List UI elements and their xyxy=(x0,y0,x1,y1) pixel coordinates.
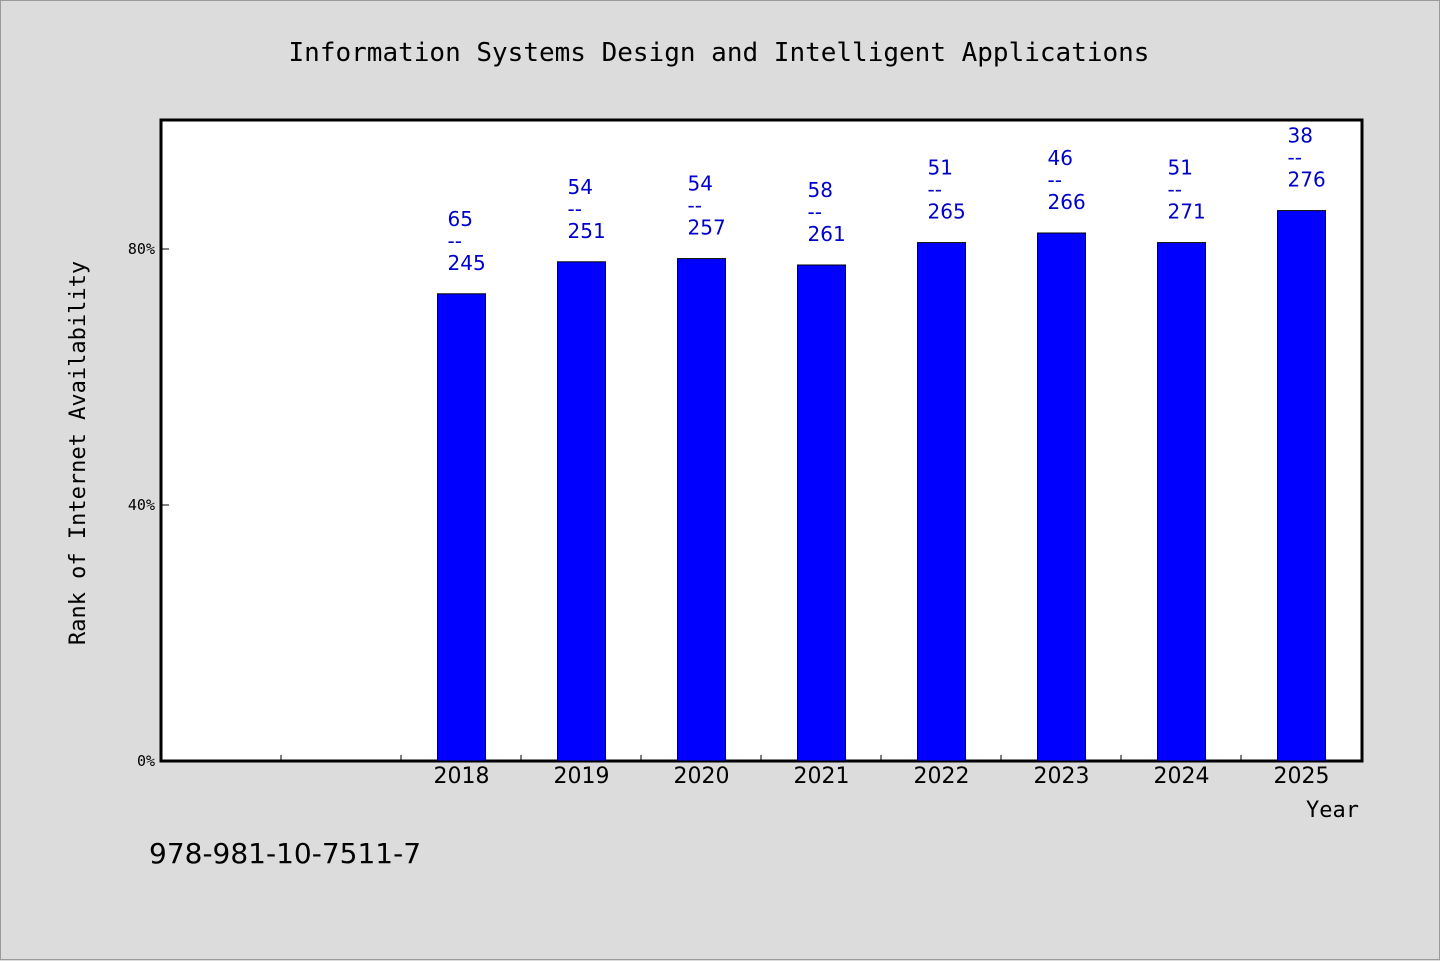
data-label-bottom: 251 xyxy=(568,219,606,243)
data-label-top: 51 xyxy=(928,156,953,180)
x-tick-label: 2020 xyxy=(674,764,730,789)
y-axis-label: Rank of Internet Availability xyxy=(66,261,91,645)
x-tick-label: 2019 xyxy=(554,764,610,789)
bar xyxy=(1037,232,1086,762)
x-tick-label: 2024 xyxy=(1154,764,1210,789)
bar xyxy=(1157,242,1206,762)
data-label-top: 54 xyxy=(568,175,593,199)
y-tick-label: 0% xyxy=(137,752,155,770)
data-label-top: 51 xyxy=(1168,156,1193,180)
data-label-separator: -- xyxy=(688,194,702,218)
data-label-bottom: 245 xyxy=(448,251,486,275)
bar xyxy=(557,261,606,762)
data-label-separator: -- xyxy=(568,197,582,221)
data-label-separator: -- xyxy=(1288,146,1302,170)
data-label-separator: -- xyxy=(808,200,822,224)
data-label-bottom: 266 xyxy=(1048,190,1086,214)
y-tick-label: 40% xyxy=(128,496,155,514)
data-label-bottom: 276 xyxy=(1288,168,1326,192)
bar xyxy=(797,264,846,762)
data-label-bottom: 271 xyxy=(1168,200,1206,224)
data-labels-layer: 65--24554--25154--25758--26151--26546--2… xyxy=(448,124,1326,275)
data-label-separator: -- xyxy=(448,229,462,253)
data-label-separator: -- xyxy=(1048,168,1062,192)
bar xyxy=(1277,210,1326,762)
x-tick-label: 2021 xyxy=(794,764,850,789)
x-tick-label: 2018 xyxy=(434,764,490,789)
x-tick-label: 2023 xyxy=(1034,764,1090,789)
bar xyxy=(677,258,726,762)
data-label-bottom: 257 xyxy=(688,216,726,240)
data-label-top: 65 xyxy=(448,207,473,231)
y-tick-label: 80% xyxy=(128,240,155,258)
bar xyxy=(917,242,966,762)
data-label-top: 58 xyxy=(808,178,833,202)
data-label-bottom: 261 xyxy=(808,222,846,246)
x-tick-label: 2022 xyxy=(914,764,970,789)
bar xyxy=(437,293,486,762)
data-label-bottom: 265 xyxy=(928,200,966,224)
x-axis-label: Year xyxy=(1306,798,1359,823)
x-tick-label: 2025 xyxy=(1274,764,1330,789)
ticks-layer: 0% 40% 80% 2018 2019 2020 2021 2022 2023 2024 2025 xyxy=(128,240,1330,789)
data-label-top: 46 xyxy=(1048,146,1073,170)
data-label-separator: -- xyxy=(1168,178,1182,202)
data-label-top: 38 xyxy=(1288,124,1313,148)
chart-title: Information Systems Design and Intellige… xyxy=(289,38,1150,68)
footer-isbn: 978-981-10-7511-7 xyxy=(149,837,421,870)
bars-layer xyxy=(437,210,1326,762)
data-label-top: 54 xyxy=(688,172,713,196)
data-label-separator: -- xyxy=(928,178,942,202)
